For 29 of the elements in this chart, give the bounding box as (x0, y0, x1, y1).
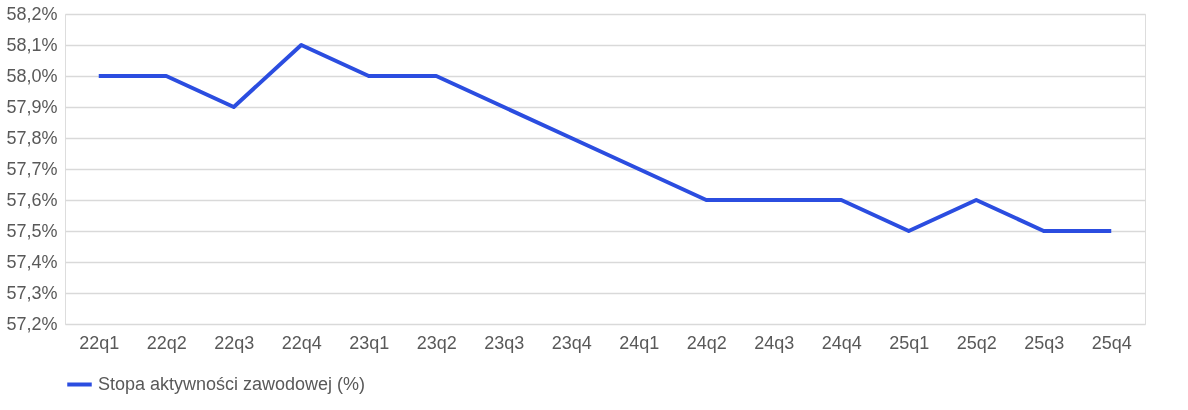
x-tick-label: 25q1 (889, 332, 930, 353)
y-tick-label: 58,0% (6, 65, 58, 86)
x-tick-label: 23q2 (416, 332, 457, 353)
x-tick-label: 24q3 (754, 332, 795, 353)
x-tick-label: 23q3 (484, 332, 525, 353)
x-tick-label: 24q1 (619, 332, 660, 353)
x-tick-label: 25q2 (956, 332, 997, 353)
y-tick-label: 57,6% (6, 189, 58, 210)
x-tick-label: 24q4 (821, 332, 862, 353)
x-tick-label: 22q4 (281, 332, 322, 353)
y-tick-label: 57,2% (6, 313, 58, 334)
x-tick-label: 24q2 (686, 332, 727, 353)
x-tick-label: 23q4 (551, 332, 592, 353)
y-tick-label: 57,4% (6, 251, 58, 272)
x-tick-label: 23q1 (349, 332, 390, 353)
y-tick-label: 58,1% (6, 34, 58, 55)
y-tick-label: 57,5% (6, 220, 58, 241)
y-tick-label: 57,8% (6, 127, 58, 148)
x-tick-label: 25q3 (1024, 332, 1065, 353)
line-series (96, 43, 1114, 233)
y-tick-label: 57,9% (6, 96, 58, 117)
x-tick-label: 22q1 (79, 332, 120, 353)
y-tick-label: 58,2% (6, 3, 58, 24)
x-tick-label: 25q4 (1091, 332, 1132, 353)
y-tick-label: 57,7% (6, 158, 58, 179)
legend-label: Stopa aktywności zawodowej (%) (98, 373, 366, 394)
x-tick-label: 22q3 (214, 332, 255, 353)
x-tick-label: 22q2 (146, 332, 187, 353)
y-tick-label: 57,3% (6, 282, 58, 303)
